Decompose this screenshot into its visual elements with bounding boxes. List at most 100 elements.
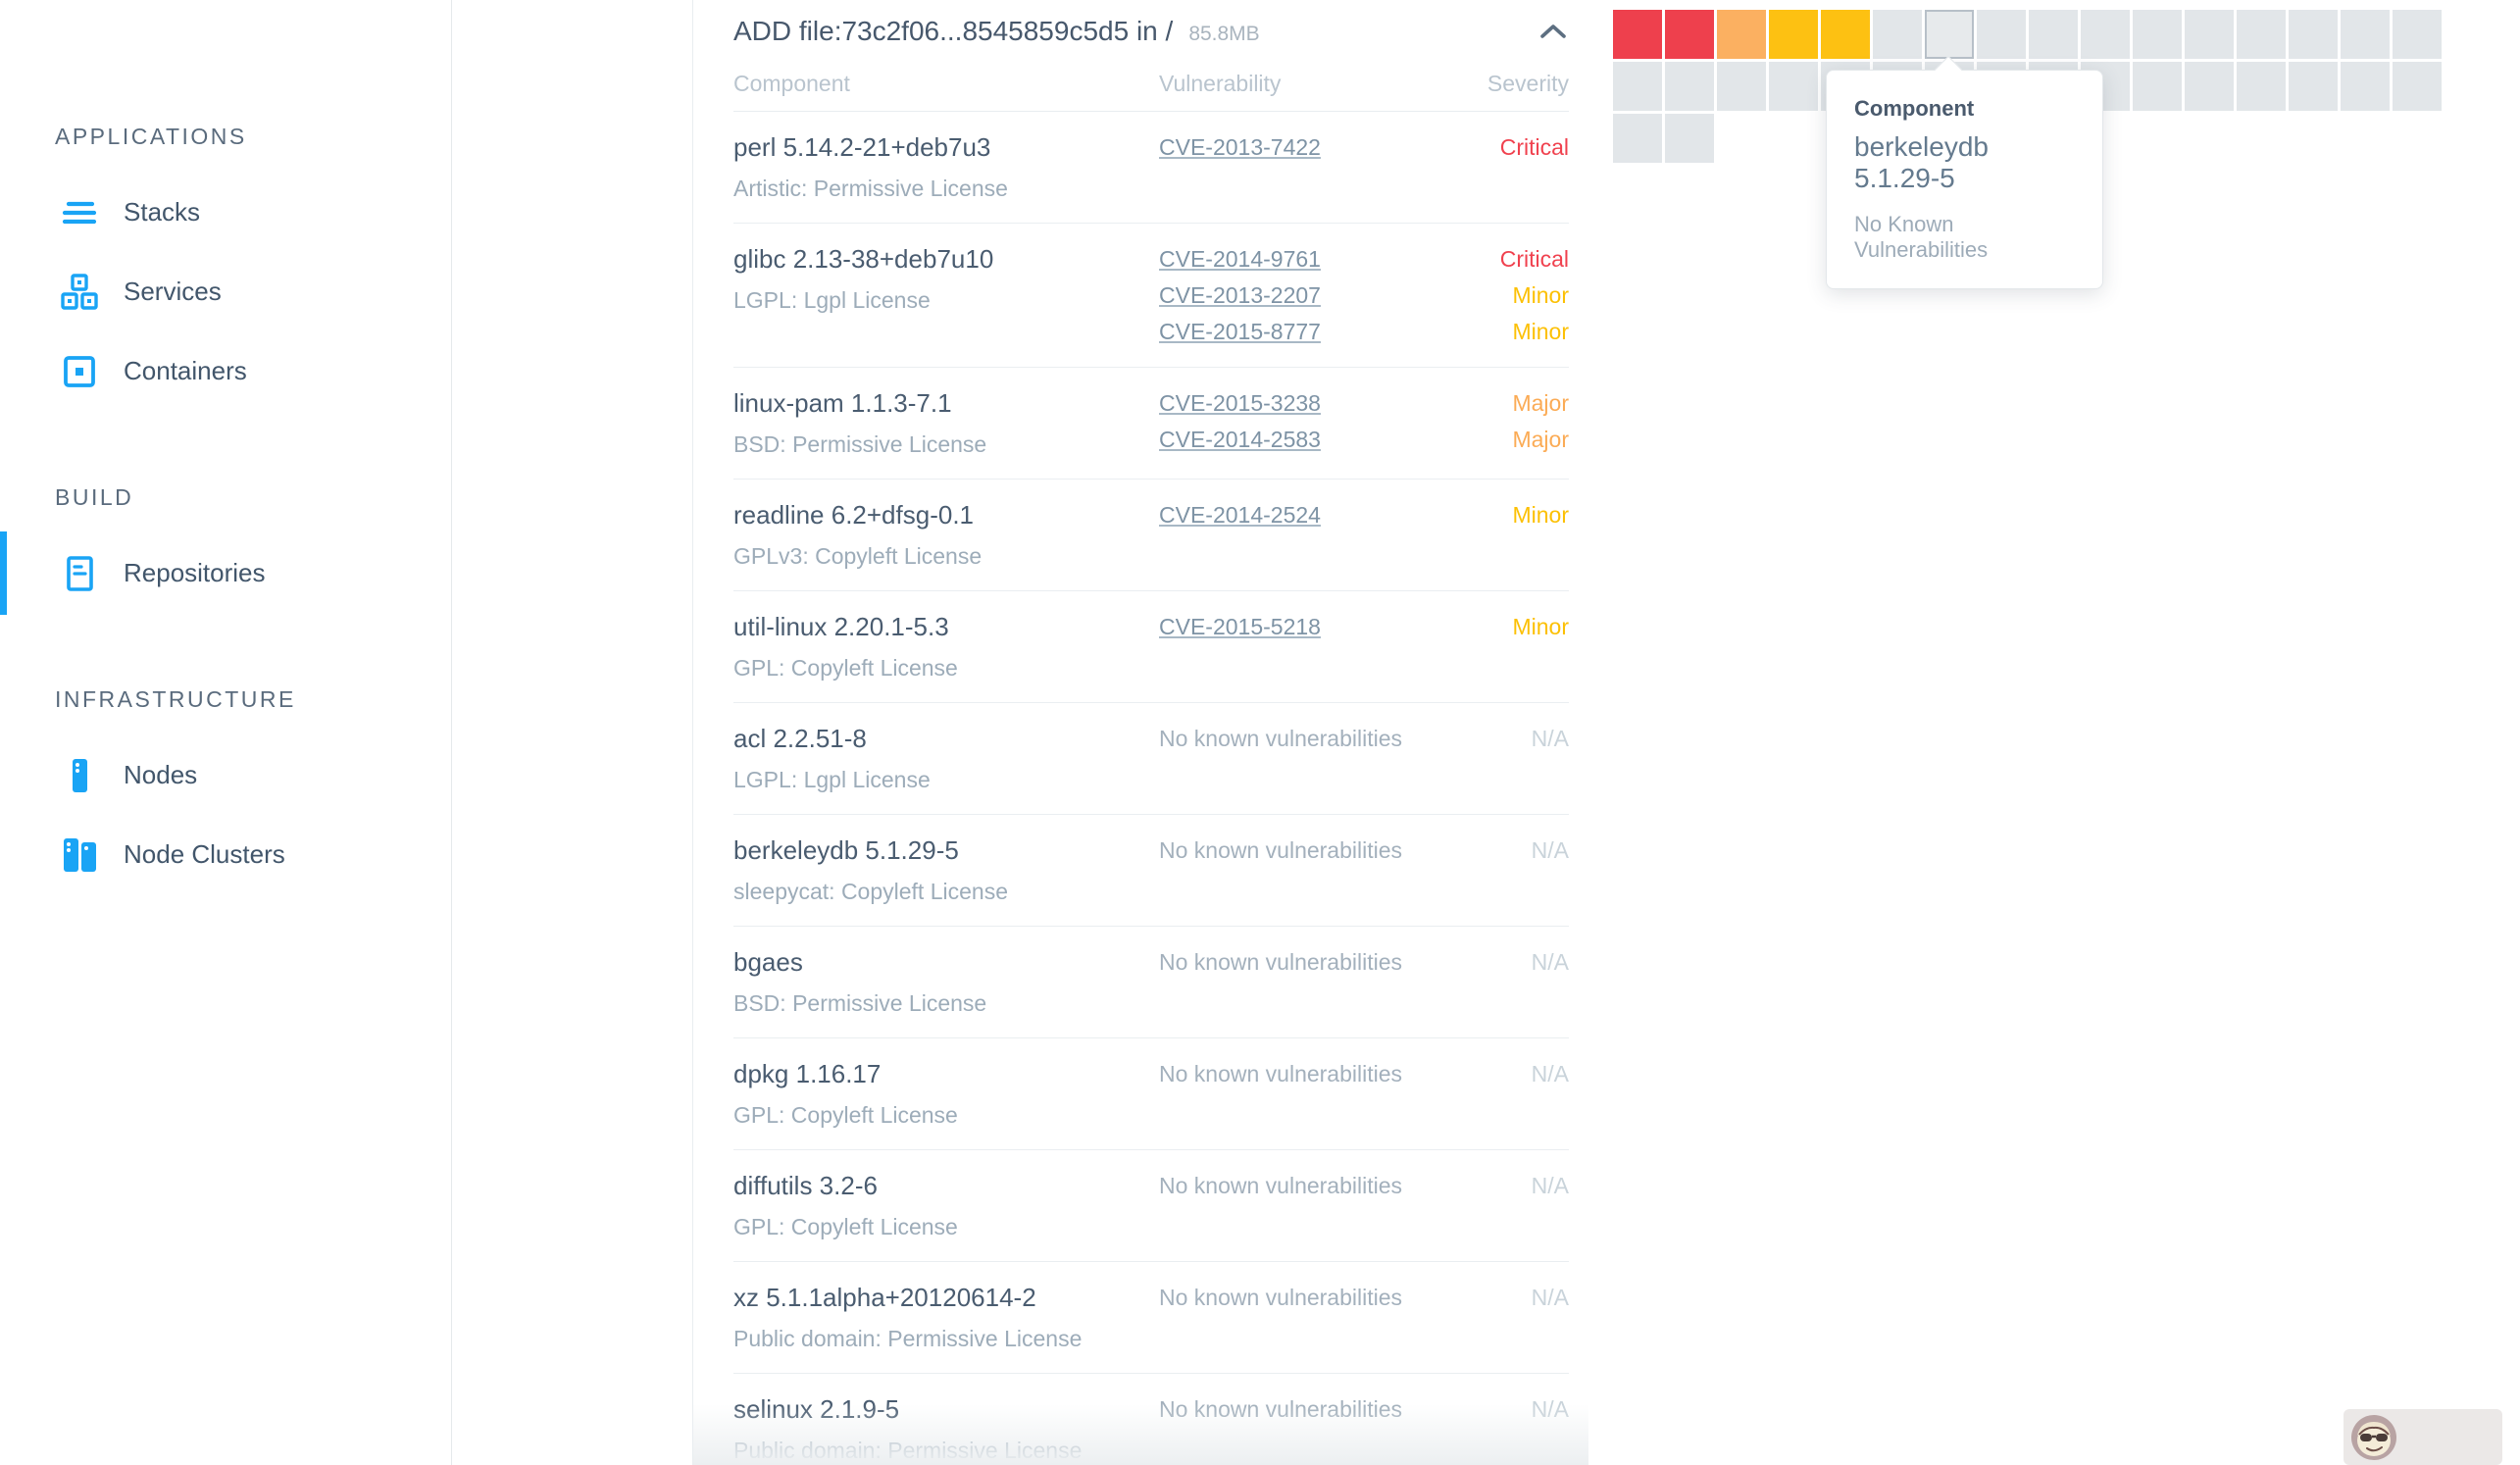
heatmap-cell[interactable] <box>1769 10 1818 59</box>
heatmap-cell[interactable] <box>1665 10 1714 59</box>
heatmap-cell[interactable] <box>2341 10 2390 59</box>
chevron-up-icon <box>1540 25 1566 38</box>
mascot-watermark <box>2344 1409 2502 1465</box>
sidebar-item-services[interactable]: Services <box>0 252 451 331</box>
heatmap-cell[interactable] <box>2393 10 2442 59</box>
component-name: diffutils 3.2-6 <box>733 1171 878 1200</box>
component-license: sleepycat: Copyleft License <box>733 879 1008 904</box>
no-vulnerabilities-text: No known vulnerabilities <box>1159 949 1403 975</box>
heatmap-cell[interactable] <box>1873 10 1922 59</box>
repositories-icon <box>59 553 100 594</box>
sidebar-section: BUILD Repositories <box>0 471 451 615</box>
heatmap-cell[interactable] <box>2393 62 2442 111</box>
heatmap-cell[interactable] <box>1665 114 1714 163</box>
heatmap-cell[interactable] <box>2133 10 2182 59</box>
heatmap-row <box>1613 10 2444 59</box>
component-table-body: perl 5.14.2-21+deb7u3 Artistic: Permissiv… <box>733 112 1569 1465</box>
sidebar-item-node-clusters[interactable]: Node Clusters <box>0 815 451 894</box>
node-clusters-icon <box>59 834 100 876</box>
heatmap-cell[interactable] <box>1717 62 1766 111</box>
severity-value: Major <box>1512 390 1569 416</box>
tooltip-label: Component <box>1854 96 1975 121</box>
cve-link[interactable]: CVE-2014-9761 <box>1159 246 1321 272</box>
heatmap-cell[interactable] <box>2081 10 2130 59</box>
heatmap-cell[interactable] <box>2237 62 2286 111</box>
sidebar-item-label: Repositories <box>124 558 266 587</box>
cve-link[interactable]: CVE-2013-7422 <box>1159 134 1321 160</box>
sidebar-item-label: Services <box>124 277 222 306</box>
table-row: perl 5.14.2-21+deb7u3 Artistic: Permissiv… <box>733 112 1569 224</box>
sidebar-item-label: Stacks <box>124 197 201 227</box>
table-row: selinux 2.1.9-5 Public domain: Permissive… <box>733 1374 1569 1465</box>
monkey-mascot-icon <box>2351 1414 2396 1460</box>
sidebar-item-label: Containers <box>124 356 247 385</box>
component-license: LGPL: Lgpl License <box>733 287 931 313</box>
component-name: readline 6.2+dfsg-0.1 <box>733 500 975 530</box>
collapse-button[interactable] <box>1530 17 1569 46</box>
heatmap-cell[interactable] <box>2289 62 2338 111</box>
heatmap-cell[interactable] <box>1717 10 1766 59</box>
severity-value: Minor <box>1512 282 1569 308</box>
stacks-icon <box>59 192 100 233</box>
no-vulnerabilities-text: No known vulnerabilities <box>1159 1061 1403 1086</box>
services-icon <box>59 272 100 313</box>
component-license: Public domain: Permissive License <box>733 1326 1083 1351</box>
heatmap-row <box>1613 114 2444 163</box>
severity-value: N/A <box>1531 1061 1569 1086</box>
component-license: BSD: Permissive License <box>733 990 987 1016</box>
cve-link[interactable]: CVE-2015-5218 <box>1159 614 1321 639</box>
heatmap-cell[interactable] <box>1613 10 1662 59</box>
component-license: LGPL: Lgpl License <box>733 767 931 792</box>
tooltip-status: No Known Vulnerabilities <box>1854 212 1989 262</box>
no-vulnerabilities-text: No known vulnerabilities <box>1159 1173 1403 1198</box>
column-severity: Severity <box>1487 71 1569 96</box>
component-name: xz 5.1.1alpha+20120614-2 <box>733 1283 1036 1312</box>
cve-link[interactable]: CVE-2015-3238 <box>1159 390 1321 416</box>
sidebar-item-repositories[interactable]: Repositories <box>0 531 451 615</box>
heatmap-cell[interactable] <box>2185 10 2234 59</box>
heatmap-cell[interactable] <box>1613 62 1662 111</box>
sidebar-nav: APPLICATIONS Stacks Services Containers BUIL… <box>0 0 451 894</box>
component-name: linux-pam 1.1.3-7.1 <box>733 388 952 418</box>
cve-link[interactable]: CVE-2014-2583 <box>1159 427 1321 452</box>
heatmap-cell[interactable] <box>2237 10 2286 59</box>
heatmap-cell[interactable] <box>1613 114 1662 163</box>
table-row: linux-pam 1.1.3-7.1 BSD: Permissive Licen… <box>733 368 1569 480</box>
layer-size: 85.8MB <box>1188 23 1260 45</box>
tooltip-component-name: berkeleydb 5.1.29-5 <box>1854 131 1989 193</box>
sidebar-item-nodes[interactable]: Nodes <box>0 735 451 815</box>
heatmap-cell-hovered[interactable] <box>1925 10 1974 59</box>
component-name: bgaes <box>733 947 803 977</box>
heatmap-cell[interactable] <box>1821 10 1870 59</box>
severity-value: N/A <box>1531 726 1569 751</box>
heatmap-cell[interactable] <box>1977 10 2026 59</box>
severity-value: N/A <box>1531 1173 1569 1198</box>
heatmap-cell[interactable] <box>2185 62 2234 111</box>
no-vulnerabilities-text: No known vulnerabilities <box>1159 1285 1403 1310</box>
heatmap-cell[interactable] <box>2289 10 2338 59</box>
severity-value: N/A <box>1531 1396 1569 1422</box>
heatmap-cell[interactable] <box>1769 62 1818 111</box>
heatmap-cell[interactable] <box>1665 62 1714 111</box>
cve-link[interactable]: CVE-2013-2207 <box>1159 282 1321 308</box>
table-header: Component Vulnerability Severity <box>733 71 1569 112</box>
component-license: GPL: Copyleft License <box>733 1102 958 1128</box>
table-row: util-linux 2.20.1-5.3 GPL: Copyleft Licen… <box>733 591 1569 703</box>
component-license: GPLv3: Copyleft License <box>733 543 983 569</box>
table-row: diffutils 3.2-6 GPL: Copyleft License No k… <box>733 1150 1569 1262</box>
sidebar-item-stacks[interactable]: Stacks <box>0 173 451 252</box>
heatmap-cell[interactable] <box>2133 62 2182 111</box>
heatmap-cell[interactable] <box>2341 62 2390 111</box>
table-row: dpkg 1.16.17 GPL: Copyleft License No know… <box>733 1038 1569 1150</box>
cve-link[interactable]: CVE-2015-8777 <box>1159 319 1321 344</box>
panel-left-border <box>692 0 693 1465</box>
sidebar-item-containers[interactable]: Containers <box>0 331 451 411</box>
heatmap-cell[interactable] <box>2029 10 2078 59</box>
containers-icon <box>59 351 100 392</box>
component-license: Artistic: Permissive License <box>733 176 1008 201</box>
table-row: xz 5.1.1alpha+20120614-2 Public domain: P… <box>733 1262 1569 1374</box>
component-license: GPL: Copyleft License <box>733 655 958 681</box>
component-name: dpkg 1.16.17 <box>733 1059 882 1088</box>
cve-link[interactable]: CVE-2014-2524 <box>1159 502 1321 528</box>
no-vulnerabilities-text: No known vulnerabilities <box>1159 837 1403 863</box>
